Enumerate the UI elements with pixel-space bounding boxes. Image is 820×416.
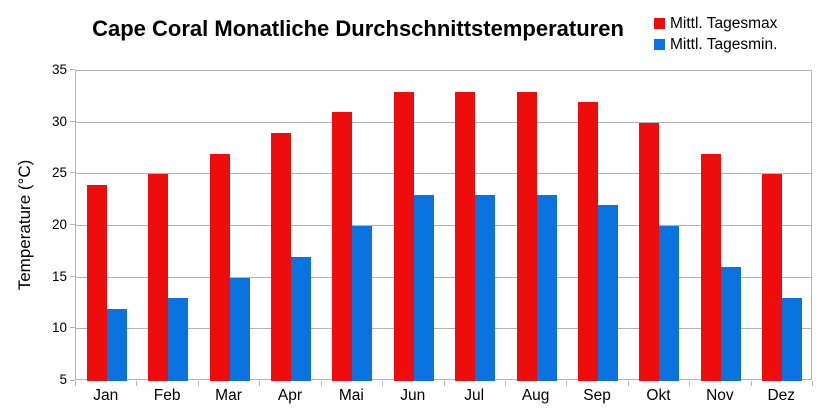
gridline-y-30 — [76, 121, 811, 123]
x-axis-tick-mark-0 — [75, 381, 76, 386]
bar-tagesmax-mar — [210, 154, 230, 381]
legend: Mittl. Tagesmax Mittl. Tagesmin. — [654, 13, 777, 55]
gridline-y-10 — [76, 328, 811, 330]
x-axis-tick-mark-10 — [689, 381, 690, 386]
y-axis-tick-label-10: 10 — [51, 320, 67, 336]
x-axis-tick-mark-6 — [444, 381, 445, 386]
bar-tagesmax-feb — [148, 174, 168, 381]
x-axis-label-nov: Nov — [706, 387, 734, 404]
gridline-y-15 — [76, 276, 811, 278]
y-axis-tick-label-30: 30 — [51, 113, 67, 129]
bar-tagesmax-jul — [455, 92, 475, 381]
bar-tagesmin-okt — [659, 226, 679, 381]
legend-item-tagesmax: Mittl. Tagesmax — [654, 13, 777, 34]
y-axis-tick-label-15: 15 — [51, 268, 67, 284]
x-axis-tick-mark-2 — [198, 381, 199, 386]
bar-tagesmax-apr — [271, 133, 291, 381]
legend-label-tagesmax: Mittl. Tagesmax — [670, 14, 778, 32]
bar-tagesmin-feb — [168, 298, 188, 381]
plot-area — [75, 70, 812, 381]
bar-tagesmin-jan — [107, 309, 127, 381]
bar-tagesmax-aug — [517, 92, 537, 381]
y-axis-tick-label-35: 35 — [51, 62, 67, 77]
x-axis-tick-mark-12 — [812, 381, 813, 386]
legend-swatch-tagesmin-icon — [654, 39, 665, 50]
x-axis-label-jan: Jan — [93, 387, 119, 404]
x-axis-label-feb: Feb — [153, 387, 181, 404]
x-axis-tick-mark-7 — [505, 381, 506, 386]
legend-label-tagesmin: Mittl. Tagesmin. — [670, 35, 778, 53]
bar-tagesmax-mai — [332, 112, 352, 381]
y-axis-tick-mark-35 — [70, 69, 75, 70]
y-axis-tick-mark-25 — [70, 172, 75, 173]
x-axis-label-sep: Sep — [583, 387, 611, 404]
x-axis-tick-mark-11 — [751, 381, 752, 386]
gridline-y-25 — [76, 173, 811, 175]
x-axis-label-apr: Apr — [277, 387, 303, 404]
bar-tagesmax-jun — [394, 92, 414, 381]
legend-swatch-tagesmax-icon — [654, 18, 665, 29]
y-axis-tick-label-5: 5 — [59, 372, 67, 387]
bar-tagesmin-nov — [721, 267, 741, 381]
bar-tagesmin-sep — [598, 205, 618, 381]
bar-tagesmin-jul — [475, 195, 495, 381]
x-axis-label-jul: Jul — [464, 387, 485, 404]
x-axis-tick-mark-5 — [382, 381, 383, 386]
bar-tagesmax-okt — [639, 123, 659, 381]
bar-tagesmin-aug — [537, 195, 557, 381]
x-axis-tick-mark-1 — [136, 381, 137, 386]
bar-tagesmax-jan — [87, 185, 107, 381]
x-axis-label-mai: Mai — [338, 387, 364, 404]
legend-item-tagesmin: Mittl. Tagesmin. — [654, 34, 777, 55]
bar-tagesmax-dez — [762, 174, 782, 381]
y-axis-tick-label-25: 25 — [51, 165, 67, 181]
y-axis-tick-label-20: 20 — [51, 217, 67, 232]
x-axis-label-okt: Okt — [646, 387, 671, 404]
y-axis-tick-mark-20 — [70, 224, 75, 225]
gridline-y-20 — [76, 225, 811, 226]
y-axis-tick-mark-5 — [70, 380, 75, 381]
bar-tagesmin-dez — [782, 298, 802, 381]
bar-tagesmin-jun — [414, 195, 434, 381]
bar-tagesmin-mar — [230, 278, 250, 381]
y-axis-tick-mark-30 — [70, 121, 75, 122]
x-axis-label-aug: Aug — [521, 387, 550, 404]
x-axis-label-dez: Dez — [767, 387, 796, 404]
x-axis-tick-mark-9 — [628, 381, 629, 386]
gridline-y-35 — [76, 70, 811, 71]
bar-tagesmax-sep — [578, 102, 598, 381]
x-axis-label-jun: Jun — [400, 387, 426, 404]
bar-tagesmin-apr — [291, 257, 311, 381]
bar-tagesmax-nov — [701, 154, 721, 381]
y-axis-tick-mark-10 — [70, 327, 75, 328]
y-axis-tick-mark-15 — [70, 276, 75, 277]
bar-tagesmin-mai — [352, 226, 372, 381]
x-axis-tick-mark-3 — [259, 381, 260, 386]
x-axis-tick-mark-8 — [566, 381, 567, 386]
chart-title: Cape Coral Monatliche Durchschnittstempe… — [92, 16, 624, 41]
x-axis-label-mar: Mar — [215, 387, 242, 404]
x-axis-tick-mark-4 — [321, 381, 322, 386]
